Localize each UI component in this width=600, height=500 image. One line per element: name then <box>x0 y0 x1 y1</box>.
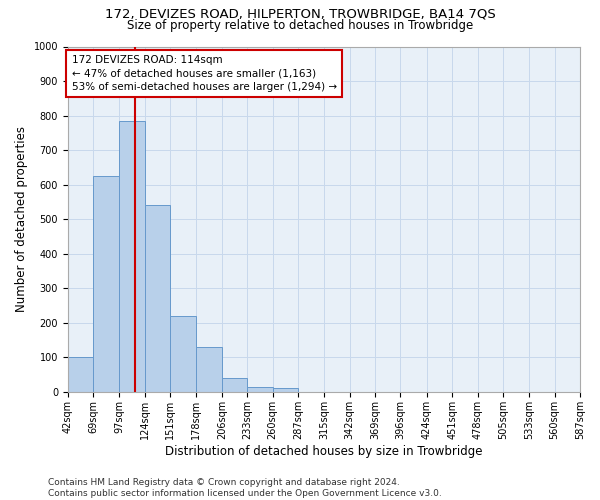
Bar <box>247 386 272 392</box>
Bar <box>119 121 145 392</box>
Bar <box>93 176 119 392</box>
Bar <box>145 206 170 392</box>
Text: Size of property relative to detached houses in Trowbridge: Size of property relative to detached ho… <box>127 18 473 32</box>
Bar <box>196 347 222 392</box>
Bar <box>222 378 247 392</box>
Y-axis label: Number of detached properties: Number of detached properties <box>15 126 28 312</box>
Bar <box>68 358 93 392</box>
Bar <box>170 316 196 392</box>
Text: 172, DEVIZES ROAD, HILPERTON, TROWBRIDGE, BA14 7QS: 172, DEVIZES ROAD, HILPERTON, TROWBRIDGE… <box>104 8 496 20</box>
X-axis label: Distribution of detached houses by size in Trowbridge: Distribution of detached houses by size … <box>165 444 482 458</box>
Text: Contains HM Land Registry data © Crown copyright and database right 2024.
Contai: Contains HM Land Registry data © Crown c… <box>48 478 442 498</box>
Text: 172 DEVIZES ROAD: 114sqm
← 47% of detached houses are smaller (1,163)
53% of sem: 172 DEVIZES ROAD: 114sqm ← 47% of detach… <box>71 55 337 92</box>
Bar <box>272 388 298 392</box>
